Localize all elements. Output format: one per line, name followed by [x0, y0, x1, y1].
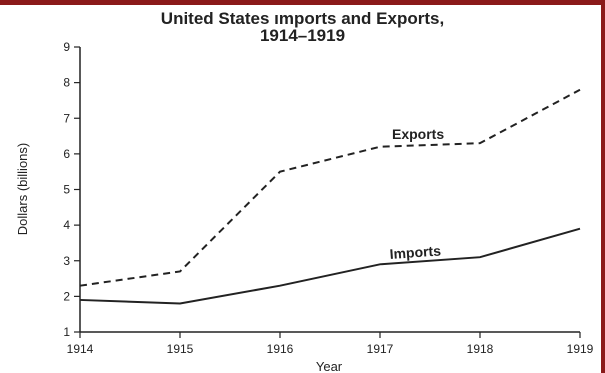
- x-tick-label: 1916: [267, 342, 294, 356]
- y-tick-label: 2: [63, 289, 70, 303]
- y-tick-label: 9: [63, 40, 70, 54]
- series-label-imports: Imports: [389, 242, 442, 262]
- chart-axes: [79, 47, 580, 333]
- accent-top-bar: [0, 0, 605, 5]
- y-tick-label: 4: [63, 218, 70, 232]
- chart-title-line-2: 1914–1919: [259, 26, 346, 45]
- y-ticks: 1 2 3 4 5 6 7 8 9: [63, 40, 80, 339]
- y-tick-label: 3: [63, 254, 70, 268]
- chart-title-line-1: United States ımports and Exports,: [160, 9, 445, 28]
- x-tick-label: 1917: [367, 342, 394, 356]
- y-axis-label: Dollars (billions): [15, 143, 30, 235]
- series-line-exports: [79, 88, 581, 287]
- x-axis-label: Year: [316, 359, 343, 373]
- y-tick-label: 8: [63, 76, 70, 90]
- y-tick-label: 6: [63, 147, 70, 161]
- x-tick-label: 1919: [567, 342, 594, 356]
- y-tick-label: 1: [63, 325, 70, 339]
- x-tick-label: 1918: [467, 342, 494, 356]
- series-line-imports: [79, 227, 581, 305]
- series-label-exports: Exports: [392, 126, 444, 142]
- x-ticks: 1914 1915 1916 1917 1918 1919: [67, 332, 594, 356]
- series-layer: [79, 88, 581, 305]
- x-tick-label: 1914: [67, 342, 94, 356]
- x-tick-label: 1915: [167, 342, 194, 356]
- y-tick-label: 5: [63, 183, 70, 197]
- y-tick-label: 7: [63, 111, 70, 125]
- accent-right-bar: [601, 0, 605, 373]
